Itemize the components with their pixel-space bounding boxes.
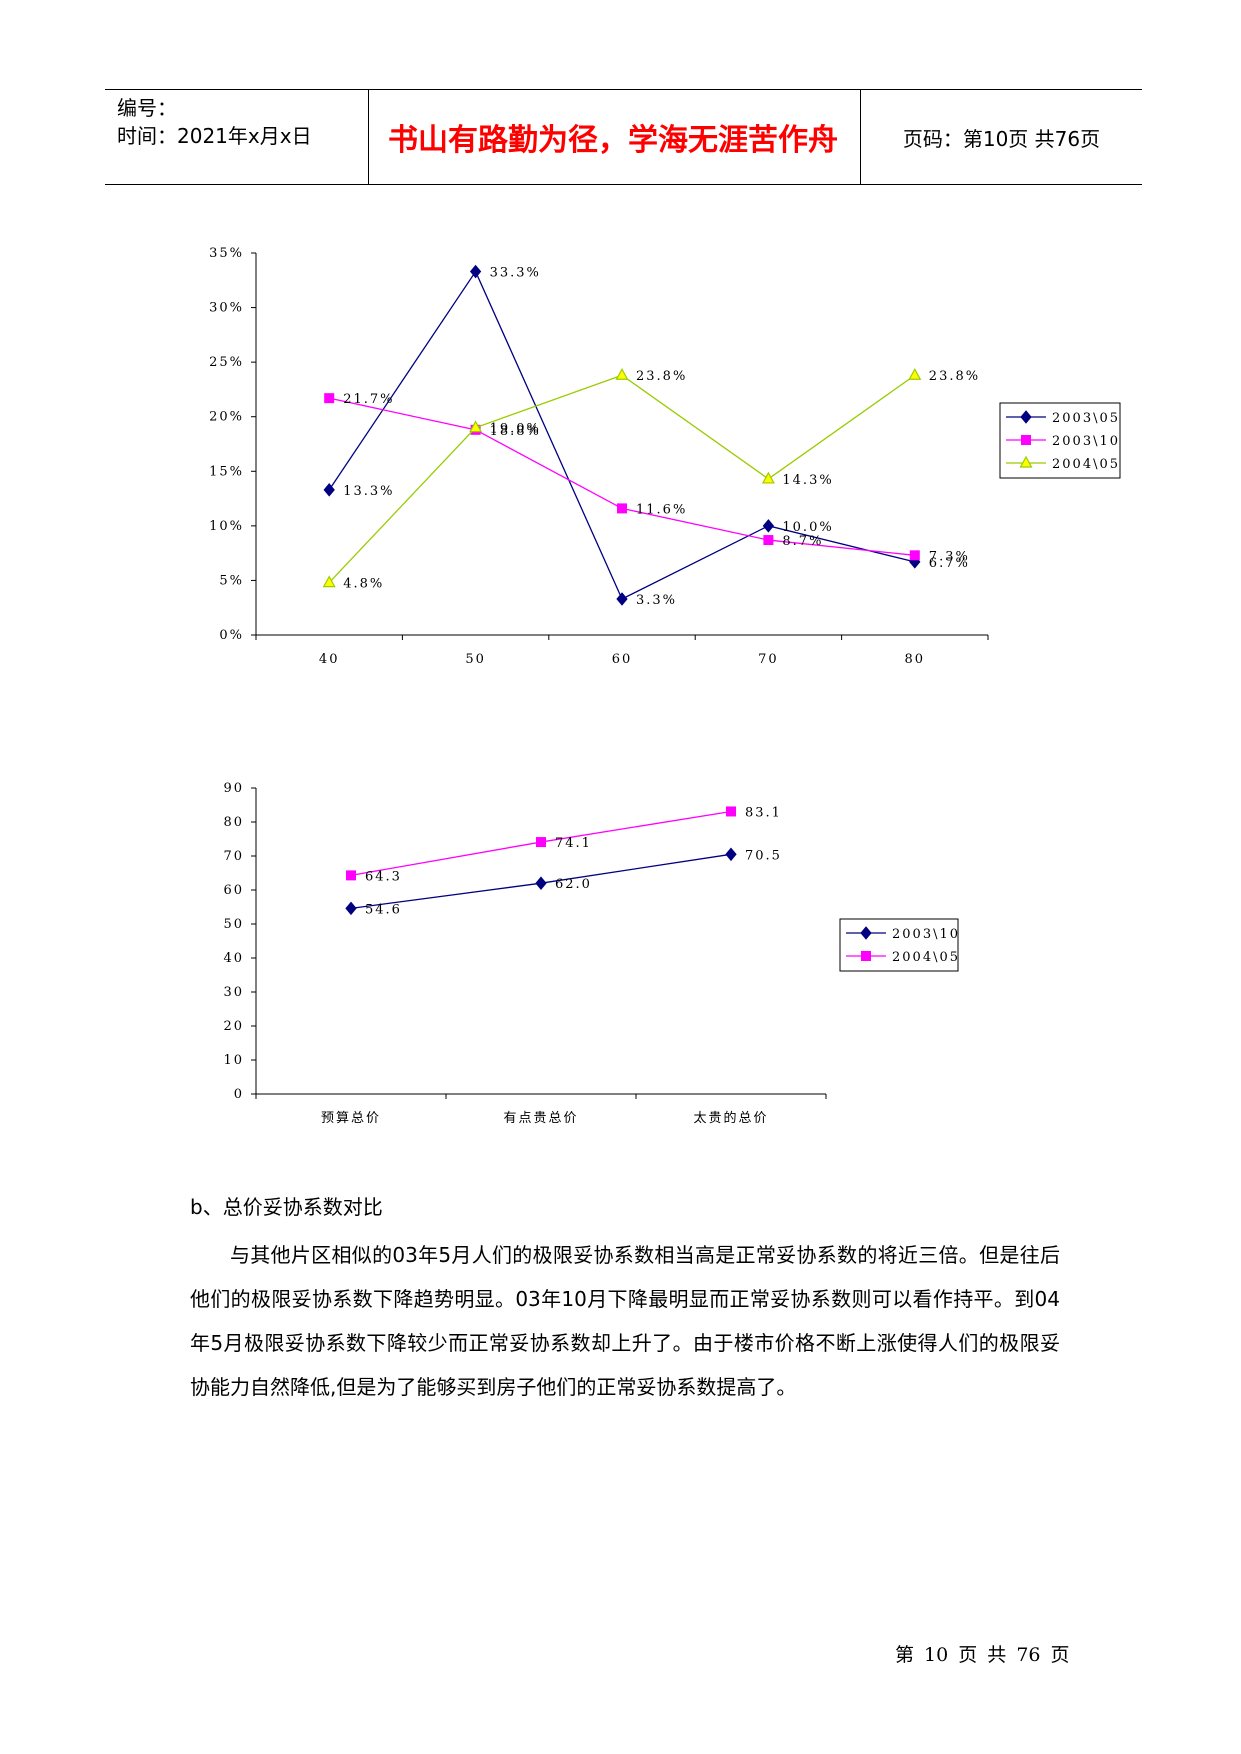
data-label: 23.8% [929,369,980,384]
data-point [345,901,357,916]
legend-marker [1019,455,1033,468]
x-tick-label: 80 [905,652,926,667]
header-divider [860,90,861,184]
data-label: 4.8% [343,577,384,592]
y-tick-label: 0 [234,1087,244,1102]
header-motto: 书山有路勤为径，学海无涯苦作舟 [388,123,838,158]
y-tick-label: 10 [223,1053,244,1068]
serial-label: 编号： [117,96,177,120]
y-tick-label: 60 [223,883,244,898]
section-title: b、总价妥协系数对比 [190,1195,383,1219]
y-tick-label: 80 [223,815,244,830]
y-tick-label: 15% [209,464,244,479]
line-chart-percentages: 0% 5% 10% 15% 20% 25% 30% 35% 40 50 60 70 80 13.3% 33.… [209,246,1121,667]
y-tick-label: 70 [223,849,244,864]
data-point [323,483,335,497]
data-label: 14.3% [782,473,833,488]
legend-marker [861,951,871,961]
data-label: 6.7% [929,556,970,571]
data-label: 64.3 [365,869,402,884]
data-point [909,550,920,561]
data-point [322,575,336,588]
data-label: 8.7% [782,534,823,549]
data-point [726,806,736,817]
series-line [328,270,915,600]
data-label: 33.3% [490,266,541,281]
y-tick-label: 0% [219,628,244,643]
y-tick-label: 30 [223,985,244,1000]
y-tick-label: 25% [209,355,244,370]
y-tick-label: 50 [223,917,244,932]
x-tick-label: 60 [612,652,633,667]
y-tick-label: 20% [209,410,244,425]
y-tick-label: 10% [209,519,244,534]
legend-label: 2003\10 [1052,434,1120,449]
data-label: 74.1 [555,836,592,851]
data-point [617,503,627,514]
data-label: 70.5 [745,848,782,863]
chart-legend [839,918,959,972]
data-point [469,264,482,279]
y-tick-label: 35% [209,246,244,261]
header-meta: 编号： 时间：2021年x月x日 [117,94,312,150]
y-tick-label: 40 [223,951,244,966]
data-point [762,519,775,533]
data-label: 18.8% [490,424,541,439]
data-point [535,876,547,890]
date-label: 时间：2021年x月x日 [117,124,312,148]
data-label: 10.0% [782,520,833,535]
y-tick-label: 30% [209,301,244,316]
data-point [725,847,737,862]
y-tick-label: 5% [219,573,244,588]
data-label: 23.8% [636,369,687,384]
x-tick-label: 40 [319,652,340,667]
y-tick-label: 20 [223,1019,244,1034]
data-point [615,367,629,380]
data-point [469,420,483,433]
body-paragraph: 与其他片区相似的03年5月人们的极限妥协系数相当高是正常妥协系数的将近三倍。但是… [190,1243,1060,1399]
x-tick-label: 70 [758,652,779,667]
legend-marker [1021,435,1031,445]
line-chart-compromise: 0 10 20 30 40 50 60 70 80 90 预算总价 有点贵总价 太贵的总价 54.6 62.… [223,781,960,1126]
y-tick-label: 90 [223,781,244,796]
x-tick-label: 有点贵总价 [503,1111,578,1126]
legend-marker [1020,410,1032,424]
data-label: 19.0% [490,422,541,437]
data-label: 21.7% [343,392,394,407]
legend-label: 2003\10 [892,927,960,942]
data-label: 3.3% [636,593,677,608]
data-label: 7.3% [929,549,970,564]
data-point [346,870,356,881]
data-label: 62.0 [555,877,592,892]
data-point [324,393,335,404]
data-label: 83.1 [745,805,782,820]
data-label: 54.6 [365,902,402,917]
x-tick-label: 预算总价 [321,1111,381,1126]
data-point [908,367,922,380]
data-point [616,592,628,606]
data-label: 13.3% [343,484,394,499]
page-header: 编号： 时间：2021年x月x日 书山有路勤为径，学海无涯苦作舟 页码：第10页… [105,89,1142,185]
data-label: 11.6% [636,502,687,517]
data-point [763,535,774,546]
header-page-info: 页码：第10页 共76页 [902,126,1101,151]
legend-label: 2004\05 [1052,457,1120,472]
x-tick-label: 50 [465,652,486,667]
page-footer: 第 10 页 共 76 页 [895,1644,1070,1666]
x-tick-label: 太贵的总价 [693,1110,768,1126]
data-point [761,471,775,484]
data-point [536,837,546,848]
legend-label: 2004\05 [892,950,960,965]
legend-label: 2003\05 [1052,411,1120,426]
header-divider [368,90,369,184]
legend-marker [860,926,872,940]
